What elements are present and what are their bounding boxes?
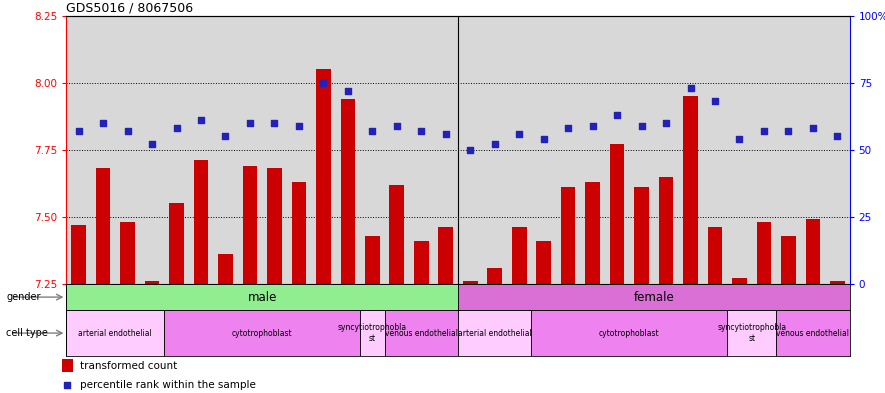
Bar xyxy=(316,69,331,284)
Bar xyxy=(781,235,796,284)
Bar xyxy=(536,241,551,284)
Point xyxy=(267,120,281,126)
Bar xyxy=(72,225,86,284)
Point xyxy=(341,88,355,94)
Bar xyxy=(267,169,281,284)
Text: cell type: cell type xyxy=(6,328,48,338)
Bar xyxy=(365,235,380,284)
Bar xyxy=(561,187,575,284)
Bar xyxy=(635,187,649,284)
Point xyxy=(586,123,600,129)
Bar xyxy=(194,160,208,284)
Bar xyxy=(585,182,600,284)
Point xyxy=(708,98,722,105)
Bar xyxy=(727,310,776,356)
Point xyxy=(536,136,550,142)
Bar xyxy=(776,310,850,356)
Text: arterial endothelial: arterial endothelial xyxy=(79,329,152,338)
Text: cytotrophoblast: cytotrophoblast xyxy=(599,329,659,338)
Point xyxy=(659,120,673,126)
Point xyxy=(781,128,796,134)
Text: GDS5016 / 8067506: GDS5016 / 8067506 xyxy=(66,2,194,15)
Point xyxy=(120,128,135,134)
Point xyxy=(219,133,233,140)
Bar xyxy=(458,284,850,310)
Bar xyxy=(463,281,478,284)
Bar xyxy=(414,241,428,284)
Point xyxy=(488,141,502,147)
Point xyxy=(806,125,820,131)
Bar xyxy=(66,310,165,356)
Bar xyxy=(438,228,453,284)
Bar xyxy=(531,310,727,356)
Bar xyxy=(458,310,531,356)
Bar xyxy=(145,281,159,284)
Bar xyxy=(341,99,355,284)
Bar xyxy=(218,254,233,284)
Bar xyxy=(120,222,135,284)
Text: male: male xyxy=(248,290,277,304)
Point xyxy=(463,147,477,153)
Text: venous endothelial: venous endothelial xyxy=(776,329,850,338)
Bar xyxy=(512,228,527,284)
Text: gender: gender xyxy=(6,292,41,302)
Point xyxy=(242,120,257,126)
Bar xyxy=(805,219,820,284)
Point xyxy=(414,128,428,134)
Point xyxy=(169,125,183,131)
Bar xyxy=(683,96,698,284)
Bar xyxy=(96,169,111,284)
Bar xyxy=(360,310,385,356)
Point xyxy=(389,123,404,129)
Bar xyxy=(708,228,722,284)
Bar xyxy=(610,144,625,284)
Bar xyxy=(830,281,844,284)
Text: female: female xyxy=(634,290,674,304)
Text: cytotrophoblast: cytotrophoblast xyxy=(232,329,293,338)
Text: syncytiotrophobla
st: syncytiotrophobla st xyxy=(338,323,407,343)
Text: syncytiotrophobla
st: syncytiotrophobla st xyxy=(717,323,786,343)
Point xyxy=(72,128,86,134)
Point xyxy=(610,112,624,118)
Bar xyxy=(732,278,747,284)
Bar xyxy=(165,310,360,356)
Point xyxy=(145,141,159,147)
Point xyxy=(292,123,306,129)
Bar xyxy=(169,203,184,284)
Point xyxy=(757,128,771,134)
Point xyxy=(733,136,747,142)
Point xyxy=(512,130,527,137)
Bar xyxy=(291,182,306,284)
Bar xyxy=(66,284,458,310)
Bar xyxy=(488,268,502,284)
Bar xyxy=(385,310,458,356)
Text: percentile rank within the sample: percentile rank within the sample xyxy=(80,380,256,390)
Point xyxy=(830,133,844,140)
Point xyxy=(96,120,110,126)
Point xyxy=(60,382,74,388)
Point xyxy=(439,130,453,137)
Point xyxy=(635,123,649,129)
Bar xyxy=(62,359,73,373)
Point xyxy=(561,125,575,131)
Bar xyxy=(389,185,404,284)
Text: venous endothelial: venous endothelial xyxy=(385,329,458,338)
Text: arterial endothelial: arterial endothelial xyxy=(458,329,532,338)
Point xyxy=(316,79,330,86)
Point xyxy=(366,128,380,134)
Bar xyxy=(658,176,673,284)
Point xyxy=(194,117,208,123)
Bar xyxy=(242,166,258,284)
Text: transformed count: transformed count xyxy=(80,361,177,371)
Point xyxy=(683,85,697,91)
Bar xyxy=(757,222,772,284)
